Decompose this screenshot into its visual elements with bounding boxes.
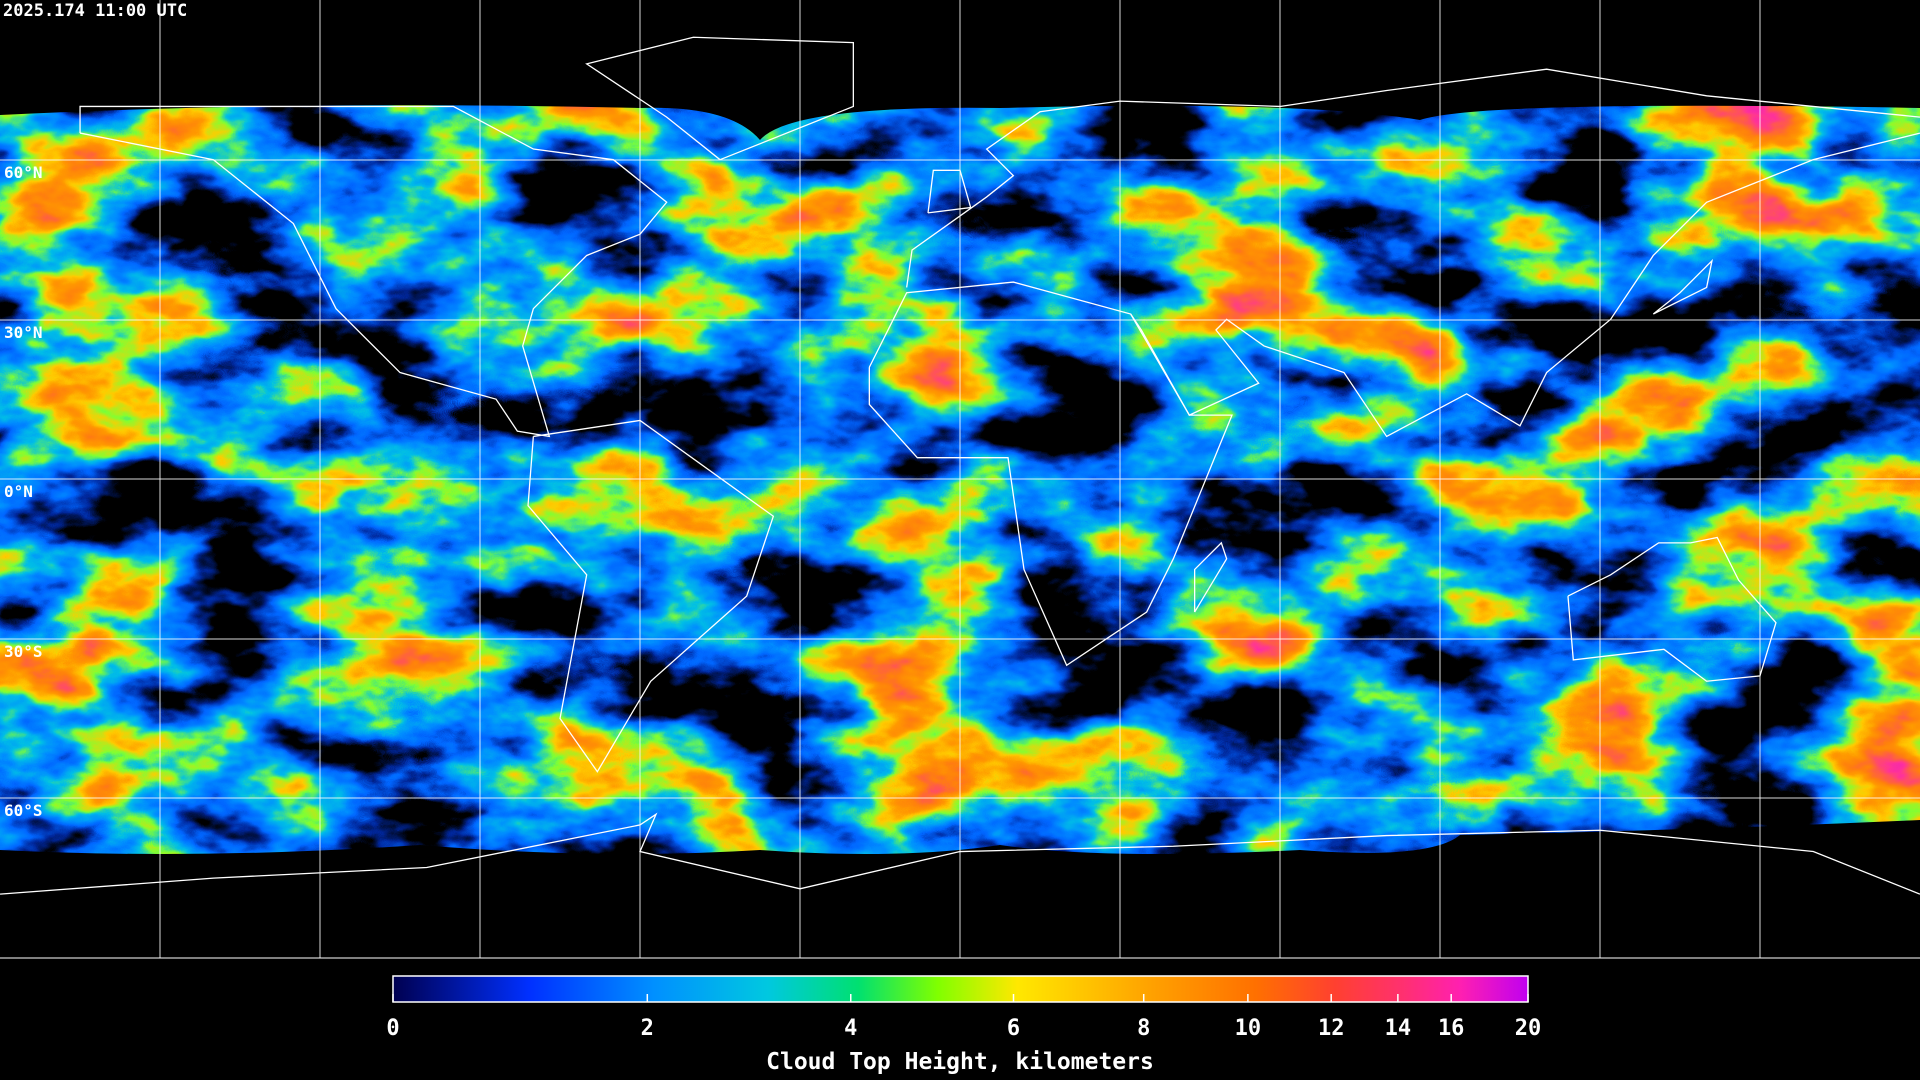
coastline — [1131, 133, 1920, 436]
timestamp: 2025.174 11:00 UTC — [3, 1, 187, 21]
colorbar-tick-label: 16 — [1438, 1016, 1465, 1041]
colorbar-tick-label: 20 — [1515, 1016, 1542, 1041]
graticule — [0, 0, 1920, 958]
lat-label: 30°S — [4, 642, 43, 661]
colorbar-tick-label: 12 — [1318, 1016, 1345, 1041]
colorbar-tick-label: 8 — [1137, 1016, 1150, 1041]
colorbar-tick-label: 4 — [844, 1016, 857, 1041]
lat-label: 0°N — [4, 482, 33, 501]
coastline — [80, 106, 667, 436]
lat-label: 60°N — [4, 163, 43, 182]
coastline — [528, 420, 773, 771]
lat-label: 60°S — [4, 801, 43, 820]
coastline — [587, 37, 854, 159]
colorbar-tick-label: 14 — [1385, 1016, 1412, 1041]
colorbar-tick-label: 0 — [386, 1016, 399, 1041]
colorbar-title: Cloud Top Height, kilometers — [766, 1049, 1154, 1075]
colorbar-tick-label: 2 — [641, 1016, 654, 1041]
colorbar — [392, 975, 1529, 1003]
coastline — [907, 69, 1920, 287]
colorbar-tick-label: 10 — [1235, 1016, 1262, 1041]
colorbar-tick-label: 6 — [1007, 1016, 1020, 1041]
coastline — [1653, 261, 1712, 314]
coastline — [1568, 538, 1776, 682]
coastline — [869, 282, 1232, 665]
lat-label: 30°N — [4, 323, 43, 342]
coastline — [1195, 543, 1227, 612]
